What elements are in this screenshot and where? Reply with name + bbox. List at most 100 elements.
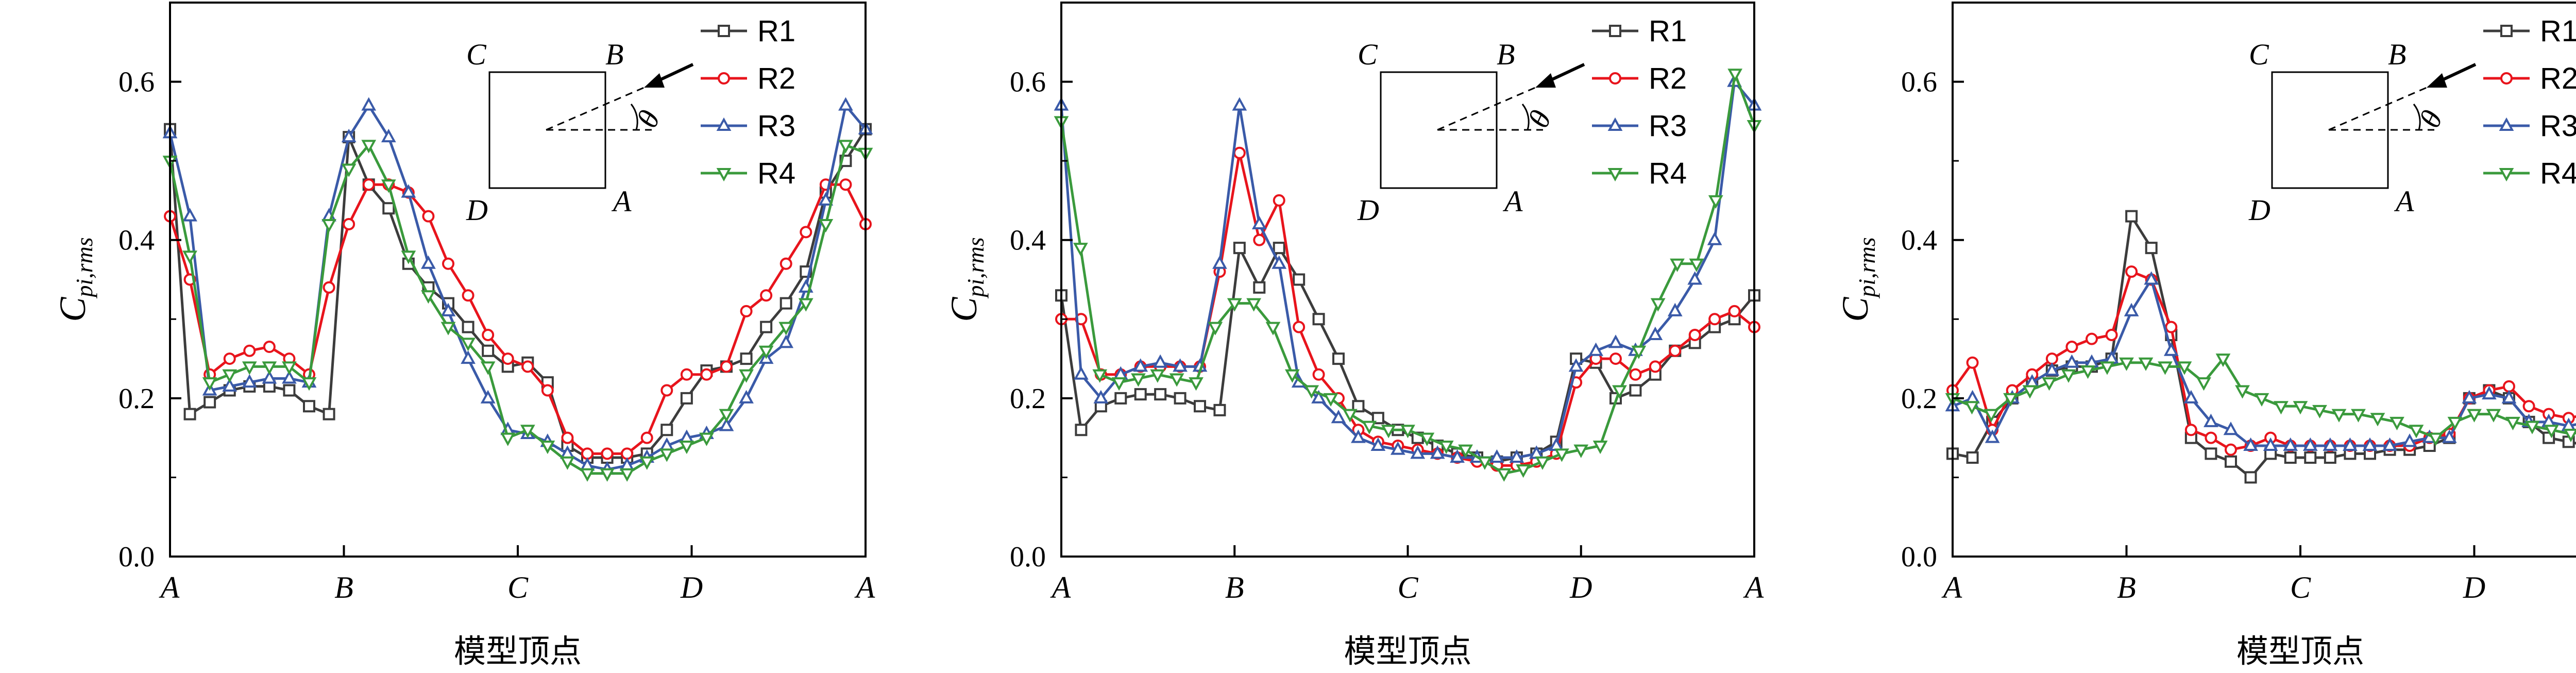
data-point <box>2003 393 2018 407</box>
data-point <box>719 417 734 431</box>
series-line <box>168 183 867 455</box>
data-point <box>2467 409 2482 423</box>
inset-diagram: C B D Aθ <box>466 38 694 227</box>
data-point <box>1419 432 1435 446</box>
data-point <box>2125 265 2138 278</box>
y-tick-label: 0.2 <box>118 383 155 415</box>
data-point <box>482 344 495 357</box>
data-point <box>1312 313 1325 326</box>
data-point <box>660 424 673 436</box>
data-point <box>2184 424 2197 436</box>
data-point <box>2105 329 2118 341</box>
x-axis-title: 模型顶点 <box>454 634 582 669</box>
data-point <box>2225 455 2237 468</box>
data-point <box>2343 437 2358 451</box>
data-point <box>541 384 554 397</box>
data-point <box>2362 437 2378 451</box>
legend-entry-R2: R2 <box>701 62 795 95</box>
inset-label-b: B <box>605 38 623 71</box>
x-tick-label: B <box>1225 570 1244 604</box>
data-point <box>1687 271 1703 285</box>
x-tick-label: C <box>1397 570 1418 604</box>
data-point <box>262 361 277 375</box>
legend-label: R3 <box>757 109 795 143</box>
data-point <box>321 219 336 233</box>
data-point <box>1370 437 1386 451</box>
data-point <box>362 178 375 191</box>
legend-label: R3 <box>1649 109 1687 143</box>
data-point <box>600 468 615 482</box>
inset-wind-line <box>1437 87 1536 131</box>
data-point <box>2044 362 2060 376</box>
legend-label: R1 <box>1649 14 1687 48</box>
series-line <box>1952 215 2576 479</box>
chart-panel-3: 0.00.20.40.6ABCDA模型顶点Cpi,rmsCBDAθR1R2R3R… <box>1835 2 2576 669</box>
series-R2 <box>1946 265 2576 456</box>
data-point <box>2331 409 2347 423</box>
inset-angle-label: θ <box>1521 105 1558 132</box>
data-point <box>223 352 236 365</box>
data-point <box>700 368 713 381</box>
y-tick-label: 0.2 <box>1010 383 1046 415</box>
data-point <box>1592 441 1608 455</box>
data-point <box>2125 210 2138 223</box>
data-point <box>1588 342 1603 356</box>
data-point <box>2263 437 2278 451</box>
data-point <box>1631 345 1647 359</box>
legend-entry-R2: R2 <box>2483 62 2576 95</box>
y-axis-title-sub: pi <box>1854 279 1880 299</box>
legend: R1 R2 R3 R4 <box>701 14 795 190</box>
data-point <box>1073 243 1088 257</box>
data-point <box>2302 437 2318 451</box>
data-point <box>760 321 773 333</box>
data-point <box>2144 271 2159 285</box>
data-point <box>1273 194 1285 207</box>
data-point <box>1189 377 1204 391</box>
data-point <box>381 179 396 193</box>
data-point <box>1312 368 1325 381</box>
data-point <box>283 384 296 397</box>
data-point <box>2165 321 2178 333</box>
data-point <box>381 128 396 143</box>
data-point <box>1273 242 1285 255</box>
data-point <box>1371 412 1384 425</box>
data-point <box>401 250 416 264</box>
data-point <box>1390 441 1405 455</box>
data-point <box>2065 341 2078 354</box>
data-point <box>2482 386 2497 400</box>
data-point <box>2284 451 2297 464</box>
data-point <box>1304 385 1319 399</box>
data-point <box>1516 464 1531 478</box>
legend-marker <box>716 168 732 182</box>
data-point <box>204 396 216 409</box>
data-point <box>1966 451 1979 464</box>
data-point <box>222 378 238 392</box>
legend-entry-R1: R1 <box>2483 14 2576 48</box>
data-point <box>2351 409 2366 423</box>
data-point <box>739 390 754 403</box>
data-point <box>1496 468 1512 482</box>
y-axis-title: Cpi,rms <box>1835 237 1880 322</box>
data-point <box>1727 69 1743 82</box>
data-point <box>1381 425 1396 439</box>
y-axis-title-main: C <box>1835 297 1876 322</box>
data-point <box>2158 361 2173 375</box>
data-point <box>2084 354 2099 368</box>
legend-marker <box>2499 117 2514 131</box>
wind-arrow-head <box>644 73 665 88</box>
y-tick-label: 0.0 <box>118 541 155 573</box>
inset-square <box>2271 71 2389 189</box>
y-axis-title: Cpi,rms <box>52 237 97 322</box>
data-point <box>1208 322 1223 335</box>
data-point <box>2442 429 2457 443</box>
data-point <box>2022 385 2038 399</box>
data-point <box>680 368 693 381</box>
data-point <box>462 321 474 333</box>
data-point <box>2402 433 2417 447</box>
inset-label-a: A <box>1502 184 1523 218</box>
data-point <box>461 350 476 364</box>
x-tick-label: D <box>680 570 703 604</box>
data-point <box>2042 377 2057 391</box>
x-tick-label: D <box>2463 570 2485 604</box>
